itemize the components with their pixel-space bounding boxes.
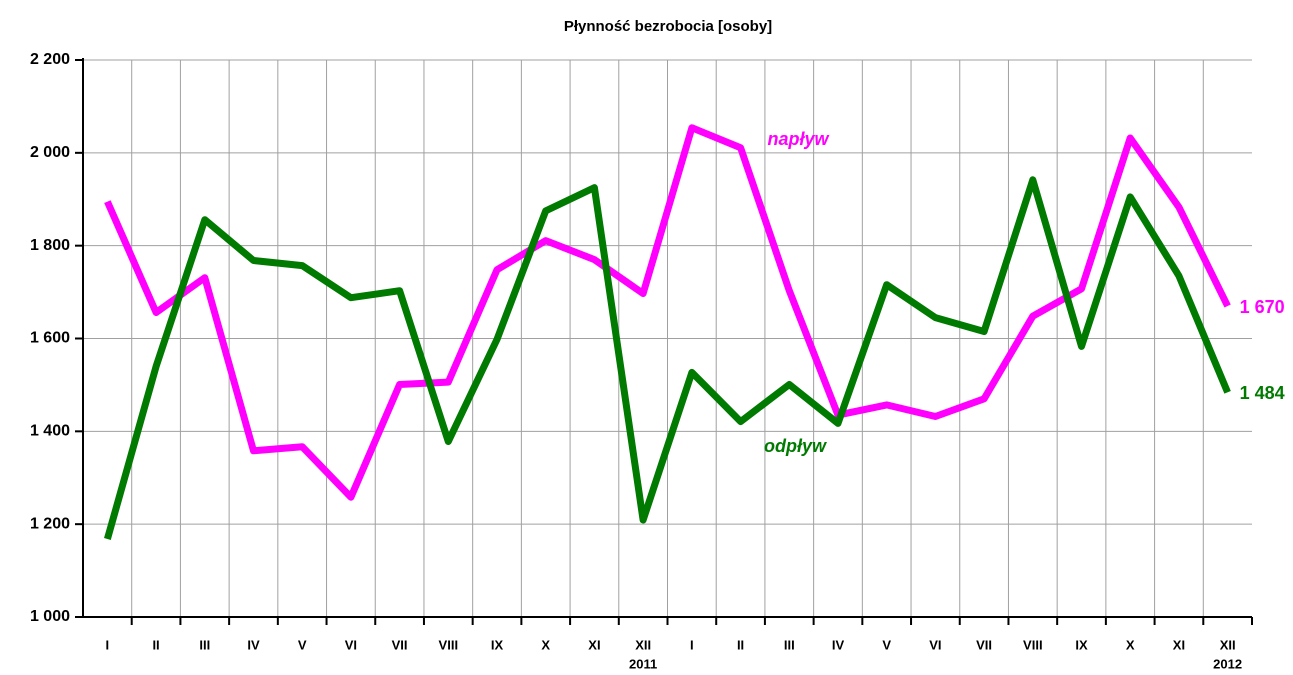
group-label: 2011 [629,656,657,671]
x-tick-label: IV [832,637,845,652]
x-tick-label: XI [588,637,600,652]
x-tick-label: VIII [1023,637,1043,652]
series-line [104,176,1231,540]
x-tick-label: II [737,637,744,652]
x-tick-label: VII [976,637,992,652]
y-tick-label: 1 800 [30,237,70,254]
x-tick-label: XI [1173,637,1185,652]
chart-title: Płynność bezrobocia [osoby] [564,18,772,35]
x-tick-label: III [199,637,210,652]
x-tick-label: I [690,637,694,652]
group-label: 2012 [1213,656,1242,671]
y-tick-label: 1 400 [30,423,70,440]
x-tick-label: VI [929,637,941,652]
value-label: 1 484 [1240,383,1285,403]
x-tick-label: X [1126,637,1135,652]
x-tick-label: IX [1075,637,1088,652]
x-tick-label: III [784,637,795,652]
x-tick-label: XII [1220,637,1236,652]
y-tick-label: 2 000 [30,144,70,161]
x-tick-label: VI [345,637,357,652]
series-line [104,124,1231,501]
x-tick-label: VIII [439,637,459,652]
y-tick-label: 1 600 [30,330,70,347]
x-tick-label: II [152,637,159,652]
x-tick-label: X [541,637,550,652]
x-tick-label: XII [635,637,651,652]
y-tick-label: 1 200 [30,515,70,532]
series-name: odpływ [764,436,827,456]
x-tick-label: IV [247,637,260,652]
x-tick-label: V [882,637,891,652]
series-name: napływ [767,129,829,149]
x-tick-label: IX [491,637,504,652]
y-tick-label: 1 000 [30,608,70,625]
y-tick-label: 2 200 [30,51,70,68]
value-label: 1 670 [1240,297,1285,317]
x-tick-label: V [298,637,307,652]
x-tick-label: VII [392,637,408,652]
x-tick-label: I [106,637,110,652]
